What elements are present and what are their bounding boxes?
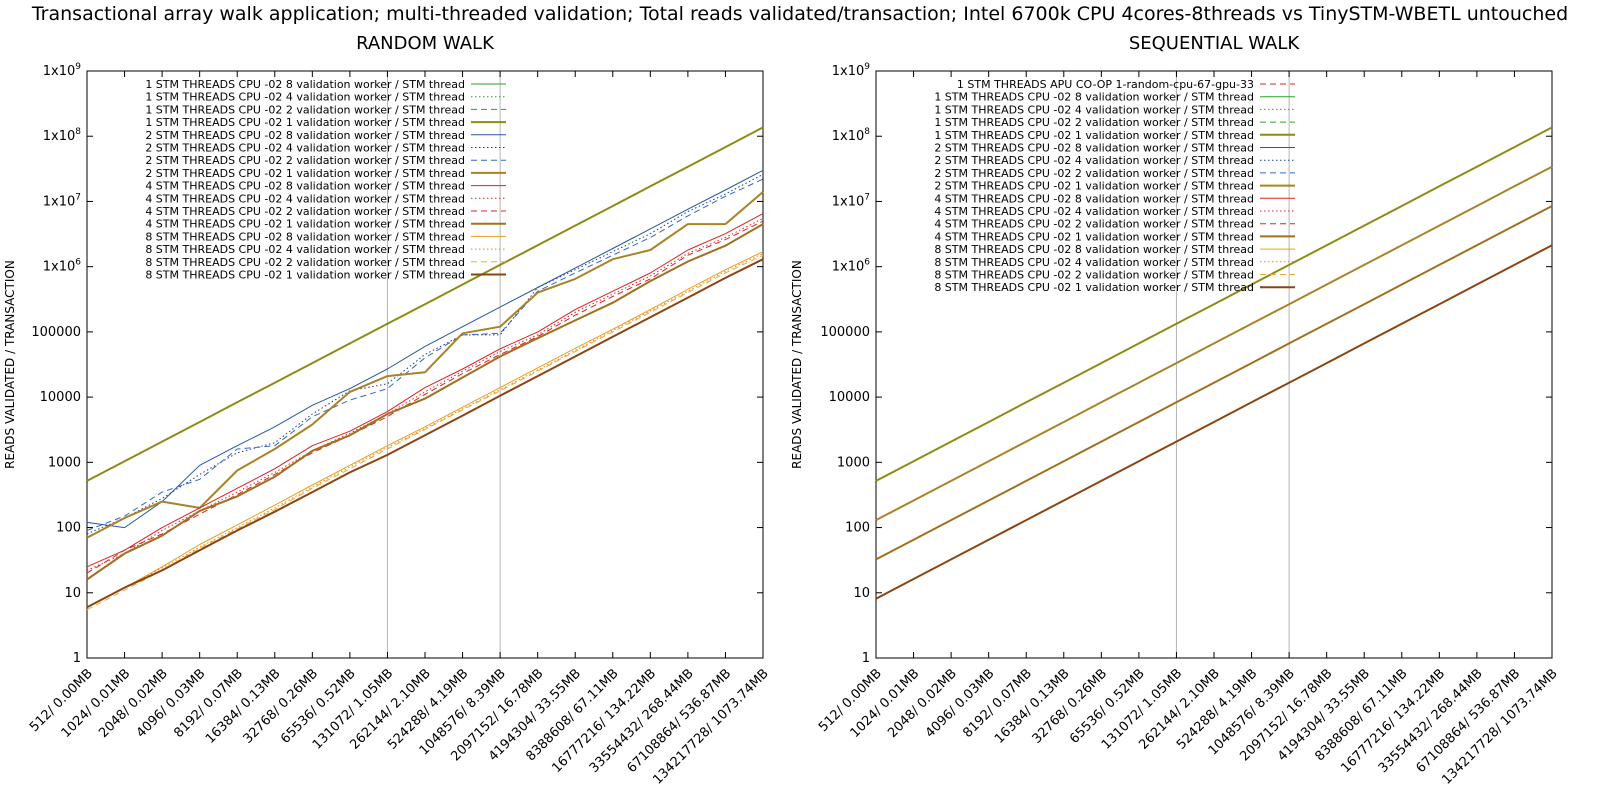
y-tick-label: 100 <box>845 521 870 536</box>
chart-panel-1: RANDOM WALK READS VALIDATED / TRANSACTION… <box>3 33 772 788</box>
y-tick-label: 1x108 <box>43 127 82 144</box>
series-line-16 <box>86 258 764 609</box>
legend-label: 4 STM THREADS CPU -02 4 validation worke… <box>145 192 465 205</box>
legend-label: 2 STM THREADS CPU -02 4 validation worke… <box>934 154 1254 167</box>
y-axis-label: READS VALIDATED / TRANSACTION <box>3 260 17 469</box>
y-tick-label: 1 <box>73 651 81 666</box>
y-tick-label: 1x108 <box>832 127 871 144</box>
series-line-17 <box>875 244 1553 600</box>
figure-title: Transactional array walk application; mu… <box>31 3 1568 25</box>
series-line-9 <box>86 213 764 568</box>
legend-label: 1 STM THREADS CPU -02 1 validation worke… <box>145 116 465 129</box>
series-line-7 <box>86 178 764 531</box>
y-tick-label: 10000 <box>40 390 81 405</box>
legend-label: 8 STM THREADS CPU -02 1 validation worke… <box>145 269 465 282</box>
legend-label: 1 STM THREADS CPU -02 4 validation worke… <box>145 91 465 104</box>
y-tick-label: 1x109 <box>832 62 871 79</box>
series-line-12 <box>86 223 764 581</box>
legend-label: 4 STM THREADS CPU -02 8 validation worke… <box>934 192 1254 205</box>
legend-label: 2 STM THREADS CPU -02 8 validation worke… <box>934 142 1254 155</box>
y-tick-label: 1x109 <box>43 62 82 79</box>
legend-label: 2 STM THREADS CPU -02 2 validation worke… <box>934 167 1254 180</box>
y-tick-label: 1000 <box>837 455 870 470</box>
subplot-title: SEQUENTIAL WALK <box>1129 33 1301 54</box>
y-tick-label: 1000 <box>48 455 81 470</box>
legend-label: 8 STM THREADS CPU -02 2 validation worke… <box>145 256 465 269</box>
legend-label: 8 STM THREADS CPU -02 2 validation worke… <box>934 269 1254 282</box>
legend: 1 STM THREADS CPU -02 8 validation worke… <box>145 78 506 282</box>
series-line-9 <box>875 165 1553 521</box>
y-tick-label: 100000 <box>820 325 870 340</box>
legend-label: 1 STM THREADS CPU -02 4 validation worke… <box>934 103 1254 116</box>
legend-label: 2 STM THREADS CPU -02 1 validation worke… <box>145 167 465 180</box>
legend-label: 4 STM THREADS CPU -02 1 validation worke… <box>145 218 465 231</box>
legend-label: 8 STM THREADS CPU -02 4 validation worke… <box>145 243 465 256</box>
legend-label: 4 STM THREADS CPU -02 4 validation worke… <box>934 205 1254 218</box>
subplot-title: RANDOM WALK <box>356 33 495 54</box>
legend: 1 STM THREADS APU CO-OP 1-random-cpu-67-… <box>934 78 1295 294</box>
y-tick-label: 1 <box>862 651 870 666</box>
legend-label: 1 STM THREADS CPU -02 8 validation worke… <box>934 91 1254 104</box>
legend-label: 2 STM THREADS CPU -02 2 validation worke… <box>145 154 465 167</box>
series-line-15 <box>86 254 764 611</box>
series-line-11 <box>86 220 764 574</box>
x-tick-label: 512/ 0.00MB <box>27 666 96 735</box>
y-axis-label: READS VALIDATED / TRANSACTION <box>790 260 804 469</box>
legend-label: 4 STM THREADS CPU -02 8 validation worke… <box>145 180 465 193</box>
series-line-13 <box>86 251 764 608</box>
x-tick-label: 512/ 0.00MB <box>816 666 885 735</box>
legend-label: 1 STM THREADS CPU -02 2 validation worke… <box>934 116 1254 129</box>
legend-label: 1 STM THREADS CPU -02 1 validation worke… <box>934 129 1254 142</box>
series-line-14 <box>86 252 764 608</box>
legend-label: 1 STM THREADS APU CO-OP 1-random-cpu-67-… <box>957 78 1254 91</box>
series-line-5 <box>875 126 1553 482</box>
y-tick-label: 1x107 <box>43 192 81 209</box>
y-tick-label: 10 <box>853 586 870 601</box>
series-line-6 <box>86 173 764 535</box>
legend-label: 8 STM THREADS CPU -02 1 validation worke… <box>934 281 1254 294</box>
legend-label: 2 STM THREADS CPU -02 4 validation worke… <box>145 142 465 155</box>
series-line-10 <box>86 217 764 571</box>
legend-label: 4 STM THREADS CPU -02 1 validation worke… <box>934 230 1254 243</box>
y-tick-label: 1x106 <box>43 258 82 275</box>
chart-panel-2: SEQUENTIAL WALK READS VALIDATED / TRANSAC… <box>790 33 1561 788</box>
legend-label: 4 STM THREADS CPU -02 2 validation worke… <box>145 205 465 218</box>
y-tick-label: 10000 <box>829 390 870 405</box>
y-tick-label: 100000 <box>31 325 81 340</box>
y-tick-label: 10 <box>64 586 81 601</box>
legend-label: 4 STM THREADS CPU -02 2 validation worke… <box>934 218 1254 231</box>
y-tick-label: 1x106 <box>832 258 871 275</box>
y-tick-label: 100 <box>56 521 81 536</box>
legend-label: 8 STM THREADS CPU -02 4 validation worke… <box>934 256 1254 269</box>
y-tick-label: 1x107 <box>832 192 870 209</box>
legend-label: 2 STM THREADS CPU -02 1 validation worke… <box>934 180 1254 193</box>
legend-label: 1 STM THREADS CPU -02 8 validation worke… <box>145 78 465 91</box>
legend-label: 8 STM THREADS CPU -02 8 validation worke… <box>145 230 465 243</box>
series-line-5 <box>86 169 764 529</box>
legend-label: 8 STM THREADS CPU -02 8 validation worke… <box>934 243 1254 256</box>
series-line-4 <box>86 126 764 482</box>
series-line-13 <box>875 205 1553 561</box>
legend-label: 2 STM THREADS CPU -02 8 validation worke… <box>145 129 465 142</box>
legend-label: 1 STM THREADS CPU -02 2 validation worke… <box>145 103 465 116</box>
